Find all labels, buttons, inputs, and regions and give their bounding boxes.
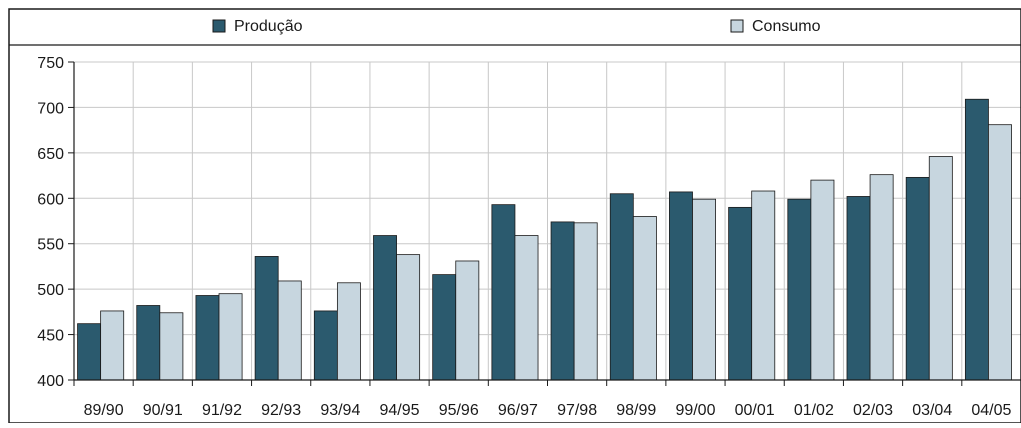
x-tick-labels: 89/90 90/91 91/92 92/93 93/94 94/95 95/96 96/97… — [84, 402, 1012, 419]
y-tick-label: 550 — [37, 237, 64, 254]
bar-consumo — [751, 190, 776, 381]
bar-producao — [195, 295, 220, 381]
gridlines — [74, 61, 1021, 381]
bar-consumo — [692, 198, 716, 381]
bar-consumo — [100, 310, 125, 381]
x-tick-label: 99/00 — [675, 402, 715, 419]
x-tick-label: 90/91 — [143, 402, 183, 419]
y-tick-label: 650 — [37, 146, 64, 163]
bar-consumo — [869, 174, 894, 381]
x-tick-label: 97/98 — [557, 402, 597, 419]
bar-consumo — [218, 293, 243, 381]
bar-consumo — [573, 222, 598, 381]
bar-consumo — [988, 124, 1012, 381]
bars — [77, 98, 1012, 381]
y-tick-label: 400 — [37, 373, 64, 390]
bar-consumo — [514, 235, 539, 381]
x-tick-label: 95/96 — [439, 402, 479, 419]
y-tick-labels: 400 450 500 550 600 650 700 750 — [37, 55, 64, 390]
legend-label-producao: Produção — [234, 18, 303, 35]
bar-producao — [77, 323, 102, 381]
bar-producao — [313, 310, 338, 381]
x-tick-label: 02/03 — [853, 402, 893, 419]
bar-consumo — [928, 156, 953, 381]
bar-consumo — [810, 179, 835, 381]
legend-label-consumo: Consumo — [752, 18, 821, 35]
y-tick-label: 600 — [37, 191, 64, 208]
bar-producao — [905, 176, 930, 381]
bar-producao — [787, 198, 812, 381]
bar-consumo — [277, 280, 302, 381]
legend: Produção Consumo — [212, 18, 821, 35]
x-tick-label: 01/02 — [794, 402, 834, 419]
bar-consumo — [396, 254, 421, 381]
x-tick-label: 93/94 — [320, 402, 360, 419]
bar-producao — [491, 204, 516, 381]
bar-producao — [669, 191, 693, 381]
x-tick-label: 98/99 — [616, 402, 656, 419]
bar-producao — [846, 196, 871, 381]
bar-producao — [964, 98, 989, 381]
x-tick-label: 91/92 — [202, 402, 242, 419]
legend-swatch-consumo — [730, 19, 744, 33]
legend-swatch-producao — [212, 19, 226, 33]
bar-producao — [254, 256, 279, 381]
x-tick-label: 96/97 — [498, 402, 538, 419]
bar-consumo — [455, 260, 480, 381]
bar-producao — [728, 206, 753, 381]
bar-producao — [609, 193, 634, 381]
bar-consumo — [159, 312, 184, 381]
bar-producao — [550, 221, 575, 381]
x-tick-label: 03/04 — [912, 402, 952, 419]
y-tick-label: 750 — [37, 55, 64, 72]
bar-producao — [136, 305, 161, 381]
x-tick-label: 92/93 — [261, 402, 301, 419]
bar-consumo — [336, 282, 361, 381]
y-tick-label: 450 — [37, 328, 64, 345]
y-tick-label: 500 — [37, 282, 64, 299]
x-tick-label: 00/01 — [735, 402, 775, 419]
x-tick-label: 94/95 — [380, 402, 420, 419]
x-tick-label: 89/90 — [84, 402, 124, 419]
bar-producao — [432, 274, 457, 381]
x-tick-label: 04/05 — [971, 402, 1011, 419]
bar-producao — [373, 235, 397, 381]
bar-consumo — [632, 216, 657, 381]
y-tick-label: 700 — [37, 100, 64, 117]
